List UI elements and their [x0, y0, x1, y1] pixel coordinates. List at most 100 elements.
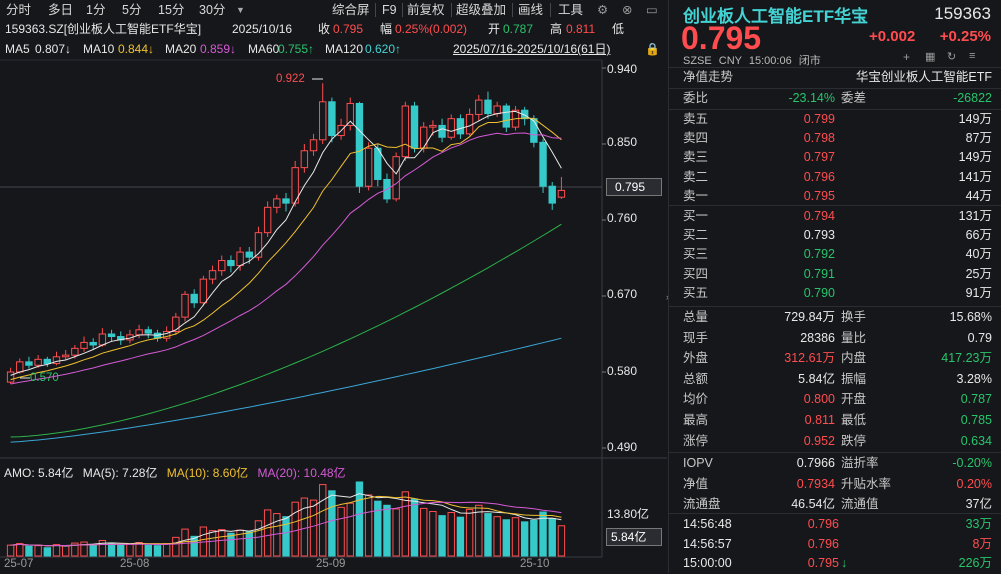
volume-legend: AMO: 5.84亿 MA(5): 7.28亿 MA(10): 8.60亿 MA…: [4, 466, 346, 480]
order-book-row: 买二 0.793 66万: [683, 228, 992, 243]
candle-body: [190, 293, 198, 304]
candle-body: [346, 102, 354, 126]
last-price: 0.795: [681, 20, 762, 56]
lock-icon[interactable]: 🔒: [645, 42, 660, 56]
stat-row: 总量 729.84万 换手 15.68%: [683, 310, 992, 324]
volume-bar: [190, 535, 198, 557]
candle-body: [71, 347, 79, 356]
ma120-line: [10, 337, 562, 443]
more-icon[interactable]: ≡: [969, 50, 976, 62]
candle-body: [438, 124, 446, 138]
ma5-line: [10, 110, 562, 376]
composite-screen-button[interactable]: 综合屏: [332, 3, 370, 17]
volume-bar: [539, 511, 547, 557]
volume-bar: [52, 544, 61, 557]
fund-name: 创业板人工智能ETF华宝: [683, 7, 869, 26]
stat-row: 净值 0.7934 升贴水率 0.20%: [683, 476, 992, 491]
order-book-row: 卖二 0.796 141万: [683, 169, 992, 184]
volume-bar: [465, 508, 474, 557]
refresh-icon[interactable]: ↻: [947, 51, 957, 63]
market-status-row: SZSE CNY 15:00:06 闭市: [683, 52, 821, 68]
stat-row: 总额 5.84亿 振幅 3.28%: [683, 371, 992, 386]
volume-bar: [530, 519, 538, 557]
tab-multiday[interactable]: 多日: [48, 3, 74, 17]
order-book-row: 买五 0.790 91万: [683, 285, 992, 300]
vol-ma5-line: [10, 493, 562, 547]
candle-body: [475, 99, 483, 115]
high-value: 0.811: [566, 22, 596, 36]
volume-bar: [16, 543, 24, 557]
vol-ma10-value: 8.60亿: [212, 466, 249, 480]
date-range-label[interactable]: 2025/07/16-2025/10/16(61日): [453, 42, 611, 56]
candle-body: [25, 361, 33, 366]
volume-bar: [181, 528, 189, 557]
volume-bar: [117, 544, 125, 557]
weibi-row: 委比 -23.14% 委差 -26822: [683, 91, 992, 105]
currency-label: CNY: [718, 55, 742, 67]
candle-body: [420, 126, 428, 149]
candle-body: [447, 118, 455, 138]
volume-bar: [410, 498, 419, 557]
expand-arrow-icon[interactable]: ›: [666, 292, 669, 302]
candle-body: [181, 293, 189, 318]
grid-icon[interactable]: ▦: [925, 51, 936, 63]
ma60-value: 0.755↑: [278, 42, 315, 56]
candle-body: [263, 206, 272, 234]
volume-bar: [383, 504, 391, 557]
kline-chart[interactable]: [0, 0, 667, 573]
volume-bar: [364, 494, 373, 557]
order-book-row: 买三 0.792 40万: [683, 247, 992, 262]
order-book-row: 卖五 0.799 149万: [683, 112, 992, 126]
fund-code: 159363: [934, 4, 991, 23]
candle-body: [410, 105, 419, 149]
candle-body: [254, 232, 263, 258]
date-tick: 25-07: [4, 558, 34, 570]
candle-body: [227, 260, 235, 267]
volume-bar: [107, 543, 116, 557]
gear-icon[interactable]: ⚙: [597, 3, 609, 17]
quote-panel: 创业板人工智能ETF华宝 159363 0.795 +0.002 +0.25% …: [668, 0, 1001, 573]
volume-bar: [208, 530, 217, 557]
volume-bar: [401, 491, 410, 557]
volume-bar: [319, 484, 327, 557]
tab-15min[interactable]: 15分: [158, 3, 185, 17]
super-overlay-button[interactable]: 超级叠加: [456, 3, 507, 17]
volume-bar: [355, 481, 364, 557]
add-icon[interactable]: +: [903, 50, 911, 64]
close-icon[interactable]: ⊗: [622, 3, 633, 17]
candle-body: [429, 124, 437, 128]
vol-ma20-value: 10.48亿: [303, 466, 346, 480]
chart-panel: 分时 多日 1分 5分 15分 30分 ▼ 综合屏 F9 前复权 超级叠加 画线…: [0, 0, 669, 573]
change-value: 0.25%(0.002): [395, 22, 468, 36]
volume-bar: [126, 543, 134, 557]
candle-body: [199, 278, 208, 304]
security-name: 159363.SZ[创业板人工智能ETF华宝]: [5, 22, 202, 36]
forward-adjust-button[interactable]: 前复权: [407, 3, 445, 17]
chevron-down-icon[interactable]: ▼: [236, 5, 245, 15]
low-annotation: 0.570: [30, 372, 59, 384]
tab-fenshi[interactable]: 分时: [6, 3, 32, 17]
price-tick: 0.850: [607, 135, 638, 149]
tab-1min[interactable]: 1分: [86, 3, 106, 17]
tools-button[interactable]: 工具: [558, 3, 584, 17]
stat-row: 流通盘 46.54亿 流通值 37亿: [683, 497, 992, 512]
tab-30min[interactable]: 30分: [199, 3, 226, 17]
volume-bar: [493, 516, 501, 557]
candle-body: [309, 139, 318, 152]
candle-body: [282, 198, 290, 204]
volume-bar: [6, 544, 15, 557]
volume-bar: [71, 542, 79, 557]
stat-row: 现手 28386 量比 0.79: [683, 330, 992, 345]
order-book-row: 卖四 0.798 87万: [683, 131, 992, 146]
tab-5min[interactable]: 5分: [122, 3, 142, 17]
window-icon[interactable]: ▭: [646, 3, 658, 17]
draw-line-button[interactable]: 画线: [518, 3, 544, 17]
candle-body: [484, 99, 492, 115]
volume-bar: [511, 517, 520, 557]
volume-bar: [374, 500, 382, 557]
candle-body: [401, 105, 410, 158]
nav-trend-row[interactable]: 净值走势 华宝创业板人工智能ETF: [683, 70, 992, 84]
f9-button[interactable]: F9: [382, 3, 397, 17]
ma10-line: [10, 117, 562, 381]
volume-bar: [392, 508, 400, 557]
